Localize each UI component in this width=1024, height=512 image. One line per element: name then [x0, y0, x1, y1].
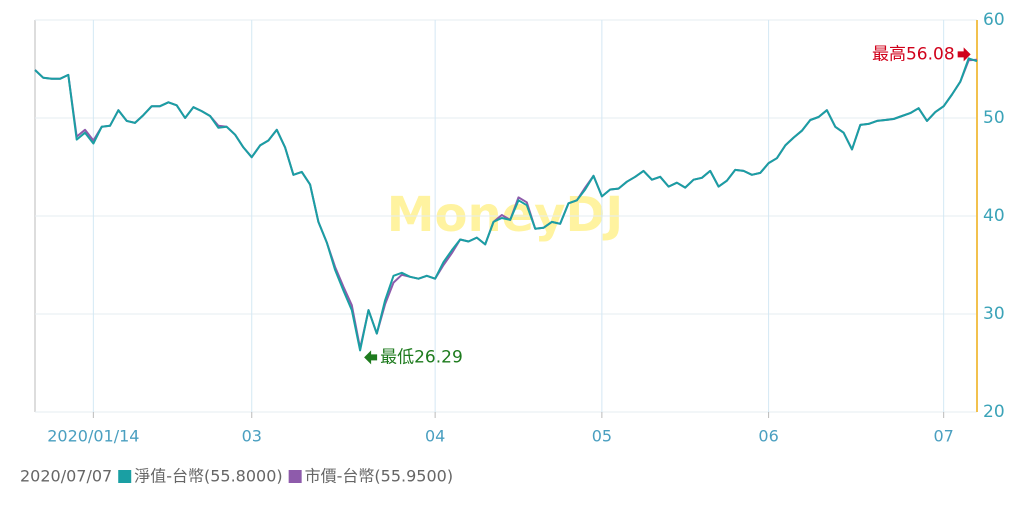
max-label: 最高56.08: [872, 44, 955, 64]
x-tick-label: 07: [933, 427, 953, 446]
series-line: [34, 57, 978, 352]
legend-label: 市價-台幣(55.9500): [305, 467, 453, 486]
x-tick-label: 06: [758, 427, 778, 446]
x-tick-label: 03: [242, 427, 262, 446]
y-tick-label: 40: [983, 206, 1005, 226]
watermark: MoneyDJ: [387, 187, 623, 243]
x-tick-label: 2020/01/14: [47, 427, 139, 446]
legend-date: 2020/07/07: [20, 467, 112, 486]
legend-swatch: [118, 470, 132, 483]
min-label: 最低26.29: [380, 347, 463, 367]
x-tick-label: 04: [425, 427, 445, 446]
legend-label: 淨值-台幣(55.8000): [134, 467, 282, 486]
y-tick-label: 30: [983, 304, 1005, 324]
min-arrow: [364, 350, 378, 365]
x-tick-label: 05: [592, 427, 612, 446]
max-arrow: [957, 47, 971, 62]
y-tick-label: 20: [983, 402, 1005, 422]
y-tick-label: 60: [983, 10, 1005, 30]
legend-swatch: [288, 470, 302, 483]
y-tick-label: 50: [983, 108, 1005, 128]
